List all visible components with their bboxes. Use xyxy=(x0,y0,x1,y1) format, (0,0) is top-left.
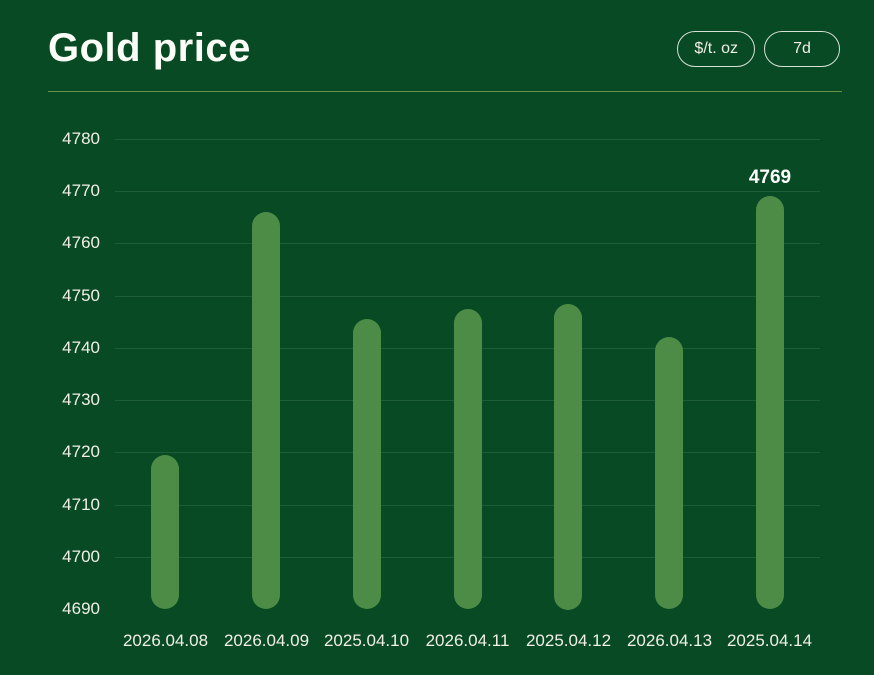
y-axis-tick-label: 4700 xyxy=(62,547,100,566)
y-axis-tick-label: 4770 xyxy=(62,181,100,200)
x-axis-label: 2025.04.10 xyxy=(323,631,410,650)
y-axis-tick-label: 4720 xyxy=(62,442,100,461)
period-button[interactable]: 7d xyxy=(764,30,840,67)
gridline xyxy=(115,191,820,192)
unit-button[interactable]: $/t. oz xyxy=(677,30,755,67)
x-axis-label: 2026.04.11 xyxy=(425,631,510,650)
x-axis-label: 2025.04.12 xyxy=(525,631,612,650)
y-axis-tick-label: 4760 xyxy=(62,233,100,252)
y-axis-tick-label: 4710 xyxy=(62,495,100,514)
y-axis-tick-label: 4780 xyxy=(62,129,100,148)
x-axis-label: 2026.04.13 xyxy=(626,631,713,650)
y-axis-tick-label: 4690 xyxy=(62,599,100,618)
bar[interactable] xyxy=(151,455,179,609)
y-axis-tick-label: 4730 xyxy=(62,390,100,409)
page-title: Gold price xyxy=(48,26,251,70)
bar[interactable] xyxy=(554,304,582,610)
header-divider xyxy=(48,91,842,92)
x-axis-label: 2026.04.09 xyxy=(223,631,310,650)
bar[interactable] xyxy=(655,337,683,609)
bar[interactable] xyxy=(252,212,280,609)
gridline xyxy=(115,296,820,297)
gridline xyxy=(115,243,820,244)
bar[interactable] xyxy=(454,309,482,609)
header: Gold price $/t. oz 7d xyxy=(48,26,840,71)
y-axis-tick-label: 4750 xyxy=(62,286,100,305)
header-controls: $/t. oz 7d xyxy=(677,30,840,67)
gridline xyxy=(115,139,820,140)
bar[interactable] xyxy=(353,319,381,609)
bar-value-label: 4769 xyxy=(748,167,792,188)
x-axis-label: 2026.04.08 xyxy=(122,631,209,650)
bar[interactable] xyxy=(756,196,784,609)
x-axis-label: 2025.04.14 xyxy=(726,631,813,650)
y-axis-tick-label: 4740 xyxy=(62,338,100,357)
